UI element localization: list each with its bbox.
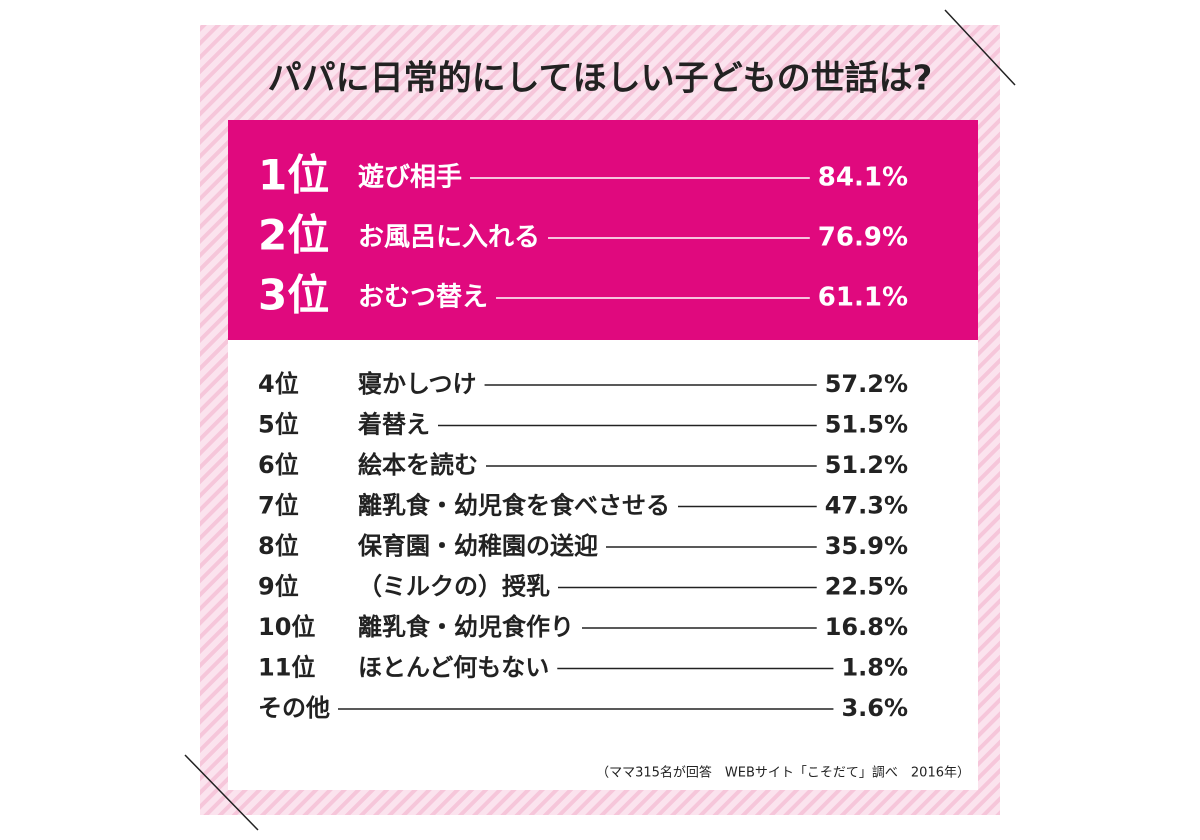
value: 51.5% [825, 411, 908, 439]
rank: 9位 [258, 573, 299, 601]
rank: 6位 [258, 451, 299, 479]
item: 寝かしつけ [358, 370, 477, 398]
value: 35.9% [825, 532, 908, 560]
source-note: （ママ315名が回答 WEBサイト「こそだて」調べ 2016年） [596, 765, 970, 781]
rank: 7位 [258, 492, 299, 520]
item: ほとんど何もない [358, 654, 549, 682]
item: 絵本を読む [358, 451, 478, 479]
rank: その他 [258, 694, 330, 722]
rank: 11位 [258, 654, 315, 682]
item: 離乳食・幼児食作り [358, 613, 574, 641]
value: 51.2% [825, 451, 908, 479]
rank: 10位 [258, 613, 315, 641]
value: 57.2% [825, 370, 908, 398]
top-three-box [228, 120, 978, 340]
top-three: 1位 遊び相手 84.1% 2位 お風呂に入れる 76.9% 3位 おむつ替え 61.1% [258, 151, 908, 320]
value: 16.8% [825, 613, 908, 641]
value: 47.3% [825, 492, 908, 520]
value: 22.5% [825, 573, 908, 601]
ranking-list: 4位 寝かしつけ 57.2%5位 着替え 51.5%6位 絵本を読む 51.2%7位 離乳食・… [258, 370, 908, 722]
item: お風呂に入れる [358, 223, 540, 253]
item: 着替え [358, 411, 430, 439]
value: 76.9% [818, 223, 908, 253]
item: （ミルクの）授乳 [358, 573, 550, 601]
rank: 3位 [258, 271, 329, 320]
item: 離乳食・幼児食を食べさせる [358, 492, 670, 520]
corner-line [184, 754, 259, 831]
rank: 5位 [258, 411, 299, 439]
value: 1.8% [841, 654, 908, 682]
rank: 1位 [258, 151, 329, 200]
title: パパに日常的にしてほしい子どもの世話は? [268, 59, 933, 99]
value: 61.1% [818, 283, 908, 313]
value: 3.6% [841, 694, 908, 722]
corner-line [944, 9, 1016, 86]
item: 保育園・幼稚園の送迎 [357, 532, 598, 560]
item: おむつ替え [358, 283, 488, 313]
rank: 2位 [258, 211, 329, 260]
item: 遊び相手 [358, 162, 462, 193]
value: 84.1% [818, 163, 908, 193]
rank: 4位 [258, 370, 299, 398]
rank: 8位 [258, 532, 299, 560]
